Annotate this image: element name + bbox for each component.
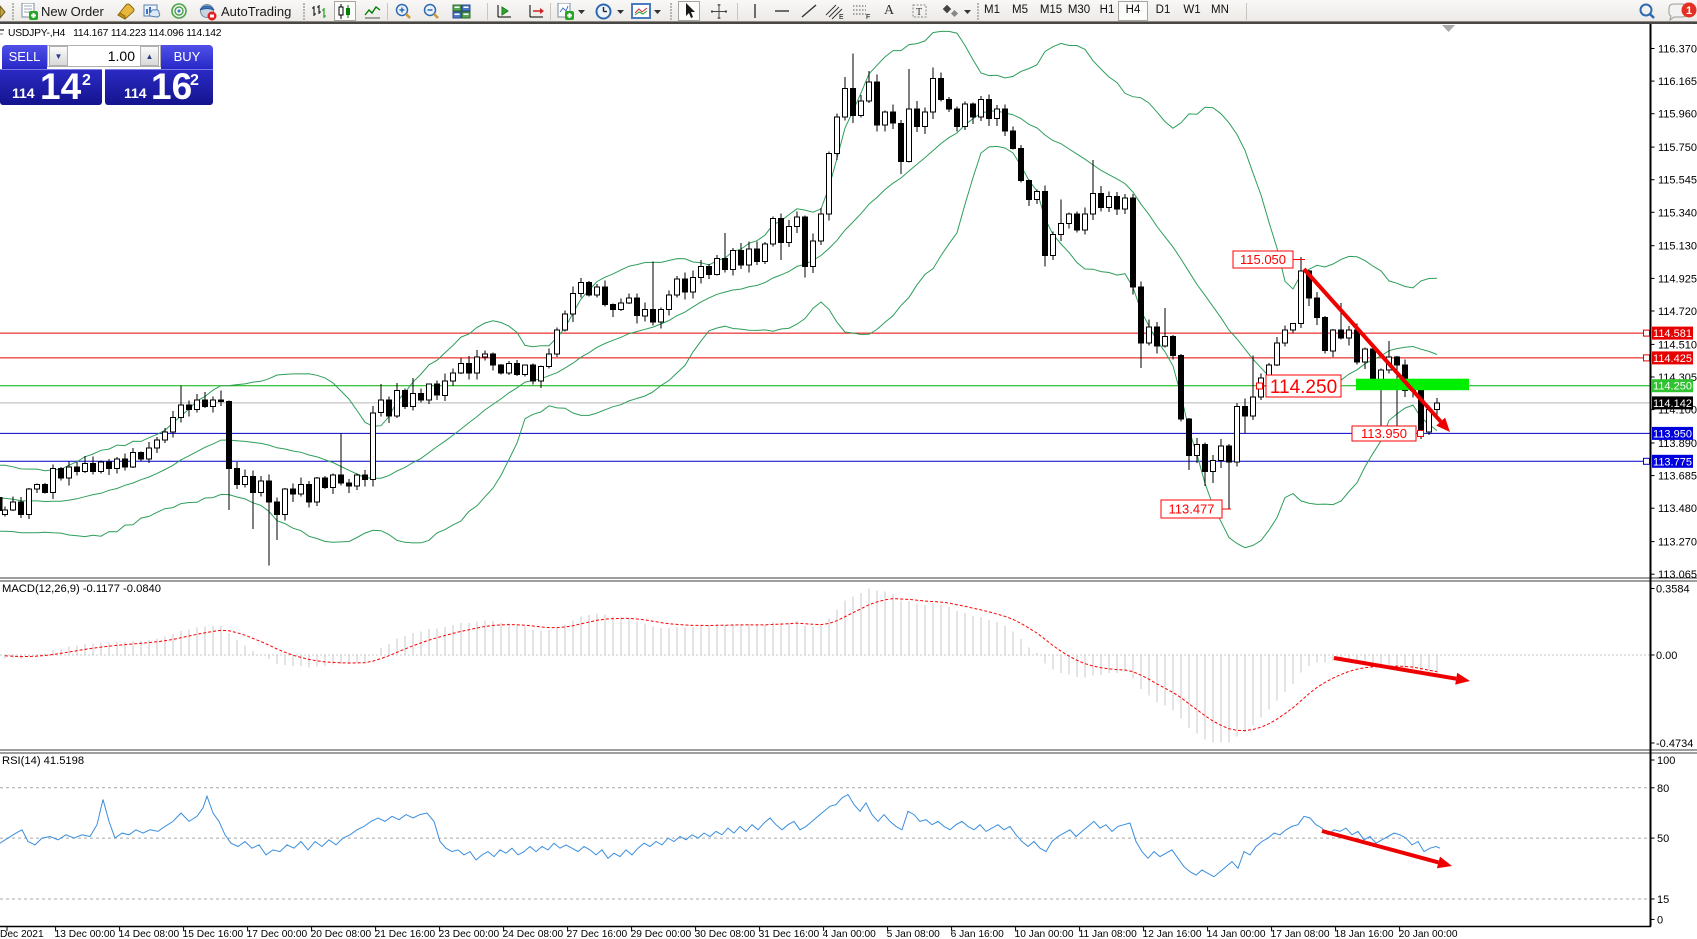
svg-text:10 Jan 00:00: 10 Jan 00:00 bbox=[1015, 929, 1074, 939]
svg-text:20 Jan 00:00: 20 Jan 00:00 bbox=[1399, 929, 1458, 939]
svg-text:0.3584: 0.3584 bbox=[1656, 584, 1690, 596]
svg-text:114.250: 114.250 bbox=[1270, 377, 1337, 398]
svg-text:113.480: 113.480 bbox=[1658, 503, 1697, 515]
svg-text:114.425: 114.425 bbox=[1653, 353, 1692, 365]
svg-text:114.250: 114.250 bbox=[1653, 381, 1692, 393]
svg-text:4 Jan 00:00: 4 Jan 00:00 bbox=[823, 929, 877, 939]
svg-text:115.130: 115.130 bbox=[1658, 241, 1697, 253]
svg-text:27 Dec 16:00: 27 Dec 16:00 bbox=[567, 929, 628, 939]
svg-text:0.00: 0.00 bbox=[1656, 650, 1677, 662]
svg-text:113.950: 113.950 bbox=[1653, 428, 1692, 440]
svg-text:USDJPY-,H4 114.167 114.223 1: USDJPY-,H4 114.167 114.223 114.096 114.1… bbox=[8, 28, 222, 39]
svg-text:30 Dec 08:00: 30 Dec 08:00 bbox=[695, 929, 756, 939]
svg-text:-0.4734: -0.4734 bbox=[1656, 738, 1693, 750]
svg-text:100: 100 bbox=[1657, 755, 1675, 767]
svg-text:24 Dec 08:00: 24 Dec 08:00 bbox=[503, 929, 564, 939]
svg-text:17 Dec 00:00: 17 Dec 00:00 bbox=[247, 929, 308, 939]
svg-text:23 Dec 00:00: 23 Dec 00:00 bbox=[439, 929, 500, 939]
svg-text:Dec 2021: Dec 2021 bbox=[0, 929, 44, 939]
svg-text:50: 50 bbox=[1657, 833, 1669, 845]
svg-text:114.510: 114.510 bbox=[1658, 339, 1697, 351]
svg-text:114.720: 114.720 bbox=[1658, 306, 1697, 318]
svg-text:113.775: 113.775 bbox=[1653, 456, 1692, 468]
svg-text:18 Jan 16:00: 18 Jan 16:00 bbox=[1335, 929, 1394, 939]
svg-text:5 Jan 08:00: 5 Jan 08:00 bbox=[887, 929, 941, 939]
svg-text:114.925: 114.925 bbox=[1658, 273, 1697, 285]
svg-text:15: 15 bbox=[1657, 894, 1669, 906]
svg-text:114.142: 114.142 bbox=[1653, 398, 1692, 410]
svg-text:21 Dec 16:00: 21 Dec 16:00 bbox=[375, 929, 436, 939]
svg-text:1: 1 bbox=[1686, 5, 1692, 17]
svg-text:14 Jan 00:00: 14 Jan 00:00 bbox=[1207, 929, 1266, 939]
svg-text:115.050: 115.050 bbox=[1240, 252, 1286, 267]
svg-text:13 Dec 00:00: 13 Dec 00:00 bbox=[55, 929, 116, 939]
svg-text:115.545: 115.545 bbox=[1658, 175, 1697, 187]
svg-text:115.960: 115.960 bbox=[1658, 109, 1697, 121]
svg-text:116.165: 116.165 bbox=[1658, 76, 1697, 88]
svg-text:T: T bbox=[916, 7, 922, 18]
svg-text:115.750: 115.750 bbox=[1658, 142, 1697, 154]
svg-text:113.065: 113.065 bbox=[1658, 569, 1697, 581]
svg-text:31 Dec 16:00: 31 Dec 16:00 bbox=[759, 929, 820, 939]
svg-text:6 Jan 16:00: 6 Jan 16:00 bbox=[951, 929, 1005, 939]
svg-text:29 Dec 00:00: 29 Dec 00:00 bbox=[631, 929, 692, 939]
svg-text:115.340: 115.340 bbox=[1658, 207, 1697, 219]
svg-text:116.370: 116.370 bbox=[1658, 44, 1697, 56]
svg-text:113.477: 113.477 bbox=[1168, 502, 1214, 517]
svg-text:113.685: 113.685 bbox=[1658, 471, 1697, 483]
svg-text:114.581: 114.581 bbox=[1653, 328, 1692, 340]
svg-text:F: F bbox=[866, 14, 870, 21]
svg-text:11 Jan 08:00: 11 Jan 08:00 bbox=[1079, 929, 1137, 939]
svg-text:MACD(12,26,9) -0.1177 -0.0840: MACD(12,26,9) -0.1177 -0.0840 bbox=[2, 583, 161, 595]
svg-text:20 Dec 08:00: 20 Dec 08:00 bbox=[311, 929, 372, 939]
svg-text:15 Dec 16:00: 15 Dec 16:00 bbox=[183, 929, 244, 939]
svg-text:0: 0 bbox=[1657, 914, 1663, 926]
svg-text:17 Jan 08:00: 17 Jan 08:00 bbox=[1271, 929, 1330, 939]
svg-text:RSI(14) 41.5198: RSI(14) 41.5198 bbox=[2, 755, 84, 767]
svg-text:113.950: 113.950 bbox=[1361, 426, 1407, 441]
svg-text:113.270: 113.270 bbox=[1658, 537, 1697, 549]
svg-text:E: E bbox=[839, 14, 844, 21]
svg-text:80: 80 bbox=[1657, 783, 1669, 795]
svg-text:12 Jan 16:00: 12 Jan 16:00 bbox=[1143, 929, 1202, 939]
svg-text:113.890: 113.890 bbox=[1658, 438, 1697, 450]
svg-text:14 Dec 08:00: 14 Dec 08:00 bbox=[119, 929, 180, 939]
